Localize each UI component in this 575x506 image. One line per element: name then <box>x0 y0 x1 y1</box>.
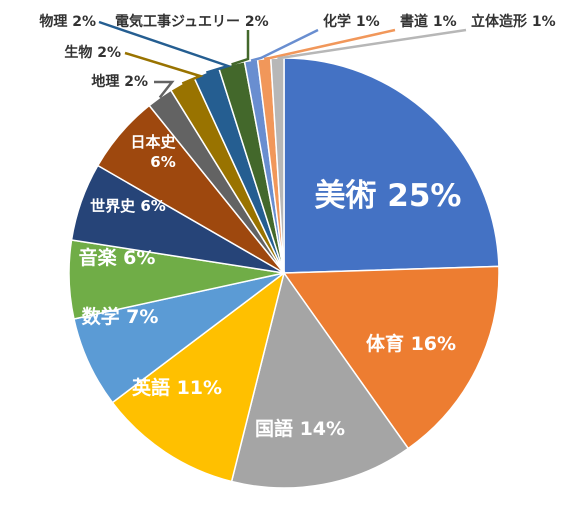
slice-label-1: 体育 16% <box>366 332 456 355</box>
slice-label-6: 世界史 6% <box>90 197 166 215</box>
leader-line-9 <box>124 51 204 85</box>
slice-label-10: 物理 2% <box>39 13 96 30</box>
slice-label-14: 立体造形 1% <box>471 13 556 30</box>
data-labels: 美術 25% 体育 16% 国語 14% 英語 11% 数学 7% 音楽 6% 世界史 6%… <box>39 13 555 440</box>
slice-label-5: 音楽 6% <box>79 246 156 269</box>
slice-label-11: 電気工事ジュエリー 2% <box>115 13 269 30</box>
leader-line-8 <box>154 80 175 99</box>
slice-label-8: 地理 2% <box>91 73 148 90</box>
pie-slice-0 <box>283 57 500 274</box>
pie-slice-1 <box>282 265 500 450</box>
slice-label-2: 国語 14% <box>255 417 345 440</box>
leader-line-10 <box>98 20 233 74</box>
leader-line-14 <box>277 28 467 60</box>
pie-slice-2 <box>230 271 410 489</box>
slice-label-12: 化学 1% <box>323 13 380 30</box>
leader-line-12 <box>250 28 319 62</box>
slice-label-7: 日本史 6% <box>130 133 176 171</box>
slice-label-4: 数学 7% <box>82 305 159 328</box>
leader-lines <box>98 20 467 99</box>
slice-label-0: 美術 25% <box>315 178 462 214</box>
leader-line-11 <box>231 30 250 66</box>
slice-label-9: 生物 2% <box>64 44 121 61</box>
slice-label-13: 書道 1% <box>400 13 457 30</box>
slice-label-3: 英語 11% <box>132 376 222 399</box>
pie-slice-3 <box>111 271 286 483</box>
leader-line-13 <box>263 28 396 61</box>
